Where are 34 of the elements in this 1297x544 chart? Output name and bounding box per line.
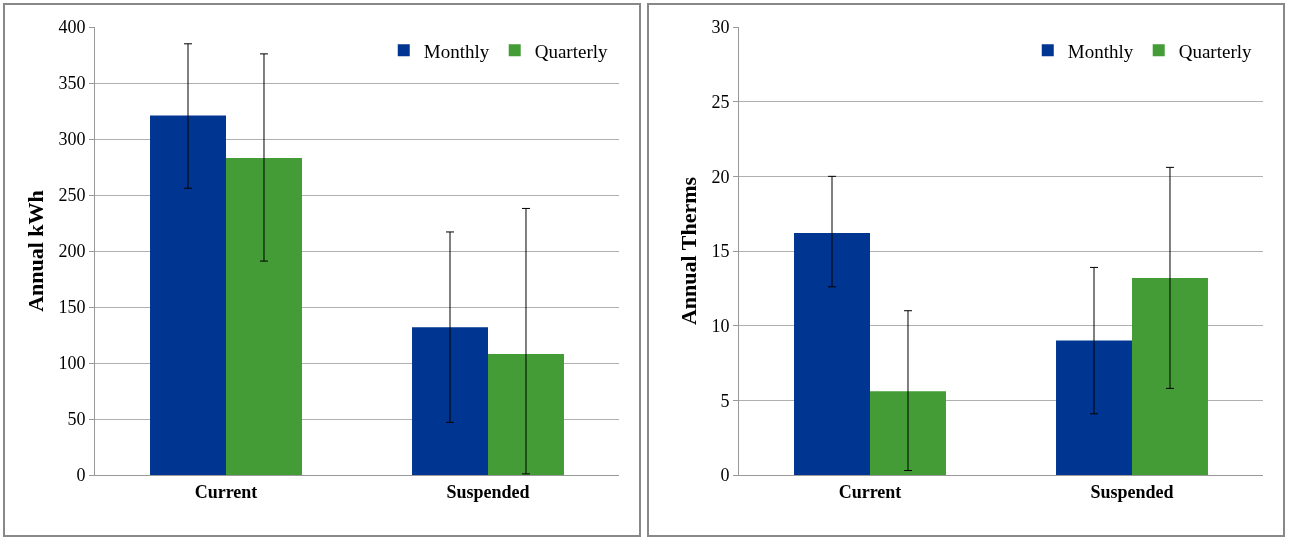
x-tick-label: Suspended bbox=[1090, 481, 1174, 502]
y-tick-label: 350 bbox=[58, 73, 86, 94]
bar bbox=[150, 115, 226, 475]
y-tick-label: 5 bbox=[720, 390, 730, 411]
bar bbox=[1132, 277, 1208, 475]
x-tick-label: Current bbox=[838, 481, 902, 502]
bar bbox=[488, 354, 564, 475]
y-tick-label: 200 bbox=[58, 241, 86, 262]
y-tick-label: 150 bbox=[58, 297, 86, 318]
y-axis-title: Annual kWh bbox=[23, 190, 49, 312]
x-tick-label: Current bbox=[194, 481, 258, 502]
legend-label: Monthly bbox=[1067, 40, 1134, 62]
y-tick-label: 100 bbox=[58, 353, 86, 374]
y-tick-label: 0 bbox=[720, 465, 730, 486]
y-tick-label: 300 bbox=[58, 129, 86, 150]
y-tick-label: 30 bbox=[711, 17, 730, 38]
bar bbox=[1056, 340, 1132, 475]
y-tick-label: 50 bbox=[67, 409, 86, 430]
bar bbox=[226, 158, 302, 475]
y-tick-label: 20 bbox=[711, 166, 730, 187]
legend-label: Quarterly bbox=[534, 40, 609, 62]
y-axis-title: Annual Therms bbox=[676, 176, 702, 326]
legend-label: Quarterly bbox=[1178, 40, 1253, 62]
bar bbox=[412, 327, 488, 475]
y-tick-label: 15 bbox=[711, 241, 730, 262]
legend-label: Monthly bbox=[423, 40, 490, 62]
x-tick-label: Suspended bbox=[446, 481, 530, 502]
y-tick-label: 0 bbox=[76, 465, 86, 486]
bar bbox=[794, 233, 870, 475]
y-tick-label: 400 bbox=[58, 17, 86, 38]
y-tick-label: 250 bbox=[58, 185, 86, 206]
y-tick-label: 10 bbox=[711, 315, 730, 336]
bar bbox=[870, 391, 946, 475]
y-tick-label: 25 bbox=[711, 91, 730, 112]
